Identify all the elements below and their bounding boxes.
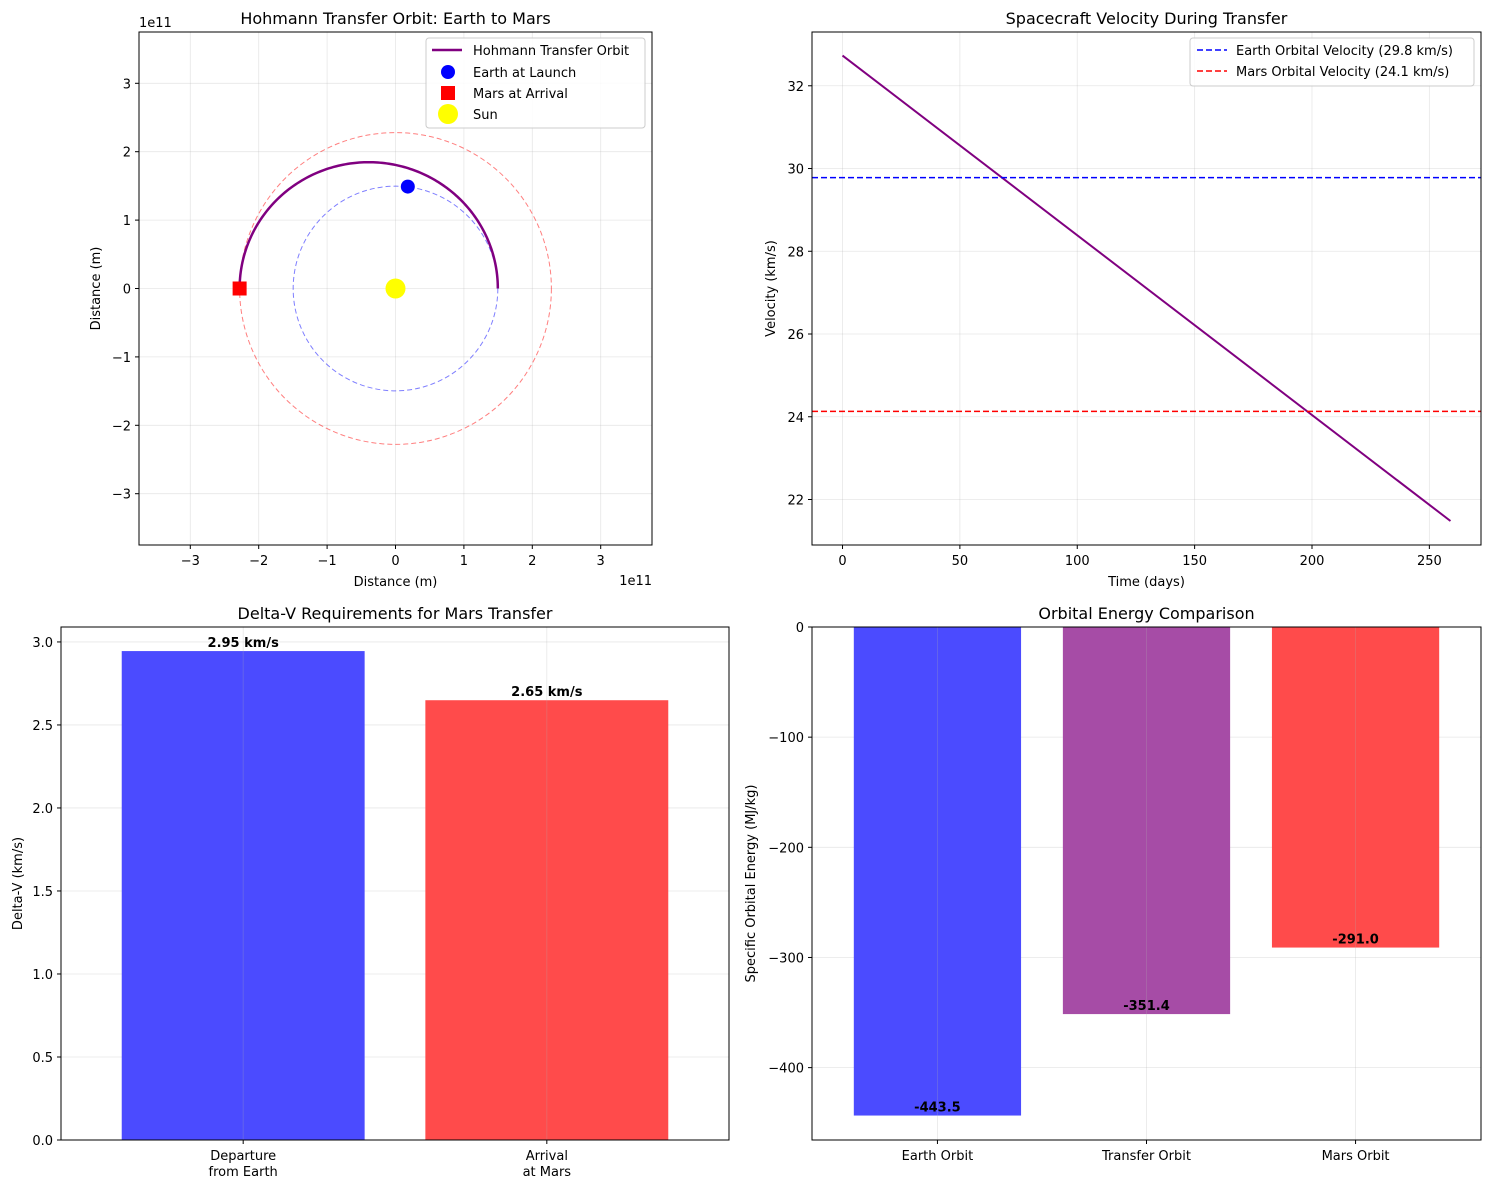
x-tick-label: 50 xyxy=(952,554,969,569)
y-axis-label: Velocity (km/s) xyxy=(764,240,779,337)
earth-marker xyxy=(400,179,415,194)
bar-value-label: 2.65 km/s xyxy=(511,685,583,700)
y-tick-label: 1.5 xyxy=(32,885,53,900)
axes-frame xyxy=(60,626,730,1141)
x-tick-label: 150 xyxy=(1182,554,1207,569)
velocity-panel: 0 50 100 150 200 250 22 24 26 28 30 32 Spacecraft Ve… xyxy=(764,9,1482,590)
x-axis-label: Distance (m) xyxy=(354,575,438,590)
energy-panel: 0 −100 −200 −300 −400 -443.5 -351.4 -291.0 Earth… xyxy=(744,604,1482,1164)
x-tick-label: 200 xyxy=(1300,554,1325,569)
legend-mars-swatch xyxy=(441,86,455,100)
bar-value-label: 2.95 km/s xyxy=(208,636,280,651)
x-tick-label: 100 xyxy=(1065,554,1090,569)
x-axis-label: Time (days) xyxy=(1107,575,1185,590)
y-tick-label: 30 xyxy=(787,163,804,178)
y-axis-label: Delta-V (km/s) xyxy=(11,837,26,930)
x-tick-label: 2 xyxy=(528,554,536,569)
chart-title: Hohmann Transfer Orbit: Earth to Mars xyxy=(240,9,550,28)
x-tick-label: −3 xyxy=(181,554,200,569)
chart-title: Delta-V Requirements for Mars Transfer xyxy=(238,604,553,623)
x-tick-label: Transfer Orbit xyxy=(1101,1149,1191,1164)
legend-label: Earth Orbital Velocity (29.8 km/s) xyxy=(1236,44,1453,59)
y-tick-label: 3 xyxy=(123,77,131,92)
mars-marker xyxy=(232,281,247,296)
legend-label: Sun xyxy=(473,108,498,123)
y-tick-label: 1.0 xyxy=(32,968,53,983)
legend-box xyxy=(1189,37,1475,87)
x-tick-label: at Mars xyxy=(523,1165,572,1180)
chart-title: Spacecraft Velocity During Transfer xyxy=(1006,9,1288,28)
y-tick-label: 26 xyxy=(787,328,804,343)
legend: Hohmann Transfer Orbit Earth at Launch Mar… xyxy=(425,37,646,129)
bar xyxy=(1062,627,1231,1015)
plot-area xyxy=(232,132,552,445)
legend-label: Earth at Launch xyxy=(473,66,576,81)
y-tick-label: −300 xyxy=(768,951,804,966)
bar xyxy=(853,627,1022,1116)
axes-frame xyxy=(138,31,653,546)
x-tick-label: −1 xyxy=(318,554,337,569)
bar-value-label: -291.0 xyxy=(1332,933,1379,948)
y-tick-label: 24 xyxy=(787,411,804,426)
y-tick-label: 0.0 xyxy=(32,1134,53,1149)
legend-label: Hohmann Transfer Orbit xyxy=(473,44,629,59)
y-tick-label: 0.5 xyxy=(32,1051,53,1066)
delta-v-panel: 0.0 0.5 1.0 1.5 2.0 2.5 3.0 2.95 km/s 2.65 km/s D… xyxy=(11,604,730,1180)
x-tick-label: −2 xyxy=(249,554,268,569)
x-tick-label: 3 xyxy=(597,554,605,569)
y-tick-label: 3.0 xyxy=(32,636,53,651)
y-tick-label: 0 xyxy=(796,621,804,636)
y-tick-label: 28 xyxy=(787,245,804,260)
y-tick-label: 1 xyxy=(123,214,131,229)
chart-title: Orbital Energy Comparison xyxy=(1038,604,1254,623)
bar xyxy=(1271,627,1440,948)
y-tick-label: −1 xyxy=(112,351,131,366)
bar xyxy=(425,700,669,1140)
x-tick-label: Arrival xyxy=(526,1149,568,1164)
legend-sun-swatch xyxy=(438,104,458,124)
x-tick-label: 0 xyxy=(838,554,846,569)
y-tick-label: −200 xyxy=(768,841,804,856)
y-tick-label: 2 xyxy=(123,146,131,161)
bar-value-label: -351.4 xyxy=(1123,999,1170,1014)
y-tick-label: 22 xyxy=(787,493,804,508)
transfer-orbit-line xyxy=(238,160,500,289)
legend-label: Mars Orbital Velocity (24.1 km/s) xyxy=(1236,65,1449,80)
x-tick-label: 1 xyxy=(460,554,468,569)
transfer-orbit-panel: −3 −3 −2 −2 −1 −1 0 0 1 1 2 2 3 3 Hohmann Transfer Orb… xyxy=(89,9,653,590)
x-tick-label: 250 xyxy=(1417,554,1442,569)
y-tick-label: −400 xyxy=(768,1062,804,1077)
axes-frame xyxy=(811,31,1482,546)
y-tick-label: 2.5 xyxy=(32,719,53,734)
legend-label: Mars at Arrival xyxy=(473,87,568,102)
legend-earth-swatch xyxy=(441,65,455,79)
bar-value-label: -443.5 xyxy=(914,1101,961,1116)
y-tick-label: 32 xyxy=(787,80,804,95)
legend-box xyxy=(425,37,646,129)
x-tick-label: Departure xyxy=(210,1149,276,1164)
legend: Earth Orbital Velocity (29.8 km/s) Mars O… xyxy=(1189,37,1475,87)
x-offset-text: 1e11 xyxy=(619,574,652,589)
sun-marker xyxy=(385,278,406,299)
y-tick-label: −100 xyxy=(768,731,804,746)
y-tick-label: 0 xyxy=(123,283,131,298)
x-tick-label: 0 xyxy=(391,554,399,569)
y-axis-label: Specific Orbital Energy (MJ/kg) xyxy=(744,785,759,983)
velocity-series-line xyxy=(841,54,1452,522)
y-offset-text: 1e11 xyxy=(139,16,172,31)
bar xyxy=(121,651,365,1140)
x-tick-label: Earth Orbit xyxy=(902,1149,974,1164)
x-tick-label: Mars Orbit xyxy=(1322,1149,1390,1164)
axes-frame xyxy=(811,626,1482,1141)
y-tick-label: 2.0 xyxy=(32,802,53,817)
y-tick-label: −3 xyxy=(112,488,131,503)
y-tick-label: −2 xyxy=(112,419,131,434)
x-tick-label: from Earth xyxy=(209,1165,278,1180)
y-axis-label: Distance (m) xyxy=(89,247,104,331)
